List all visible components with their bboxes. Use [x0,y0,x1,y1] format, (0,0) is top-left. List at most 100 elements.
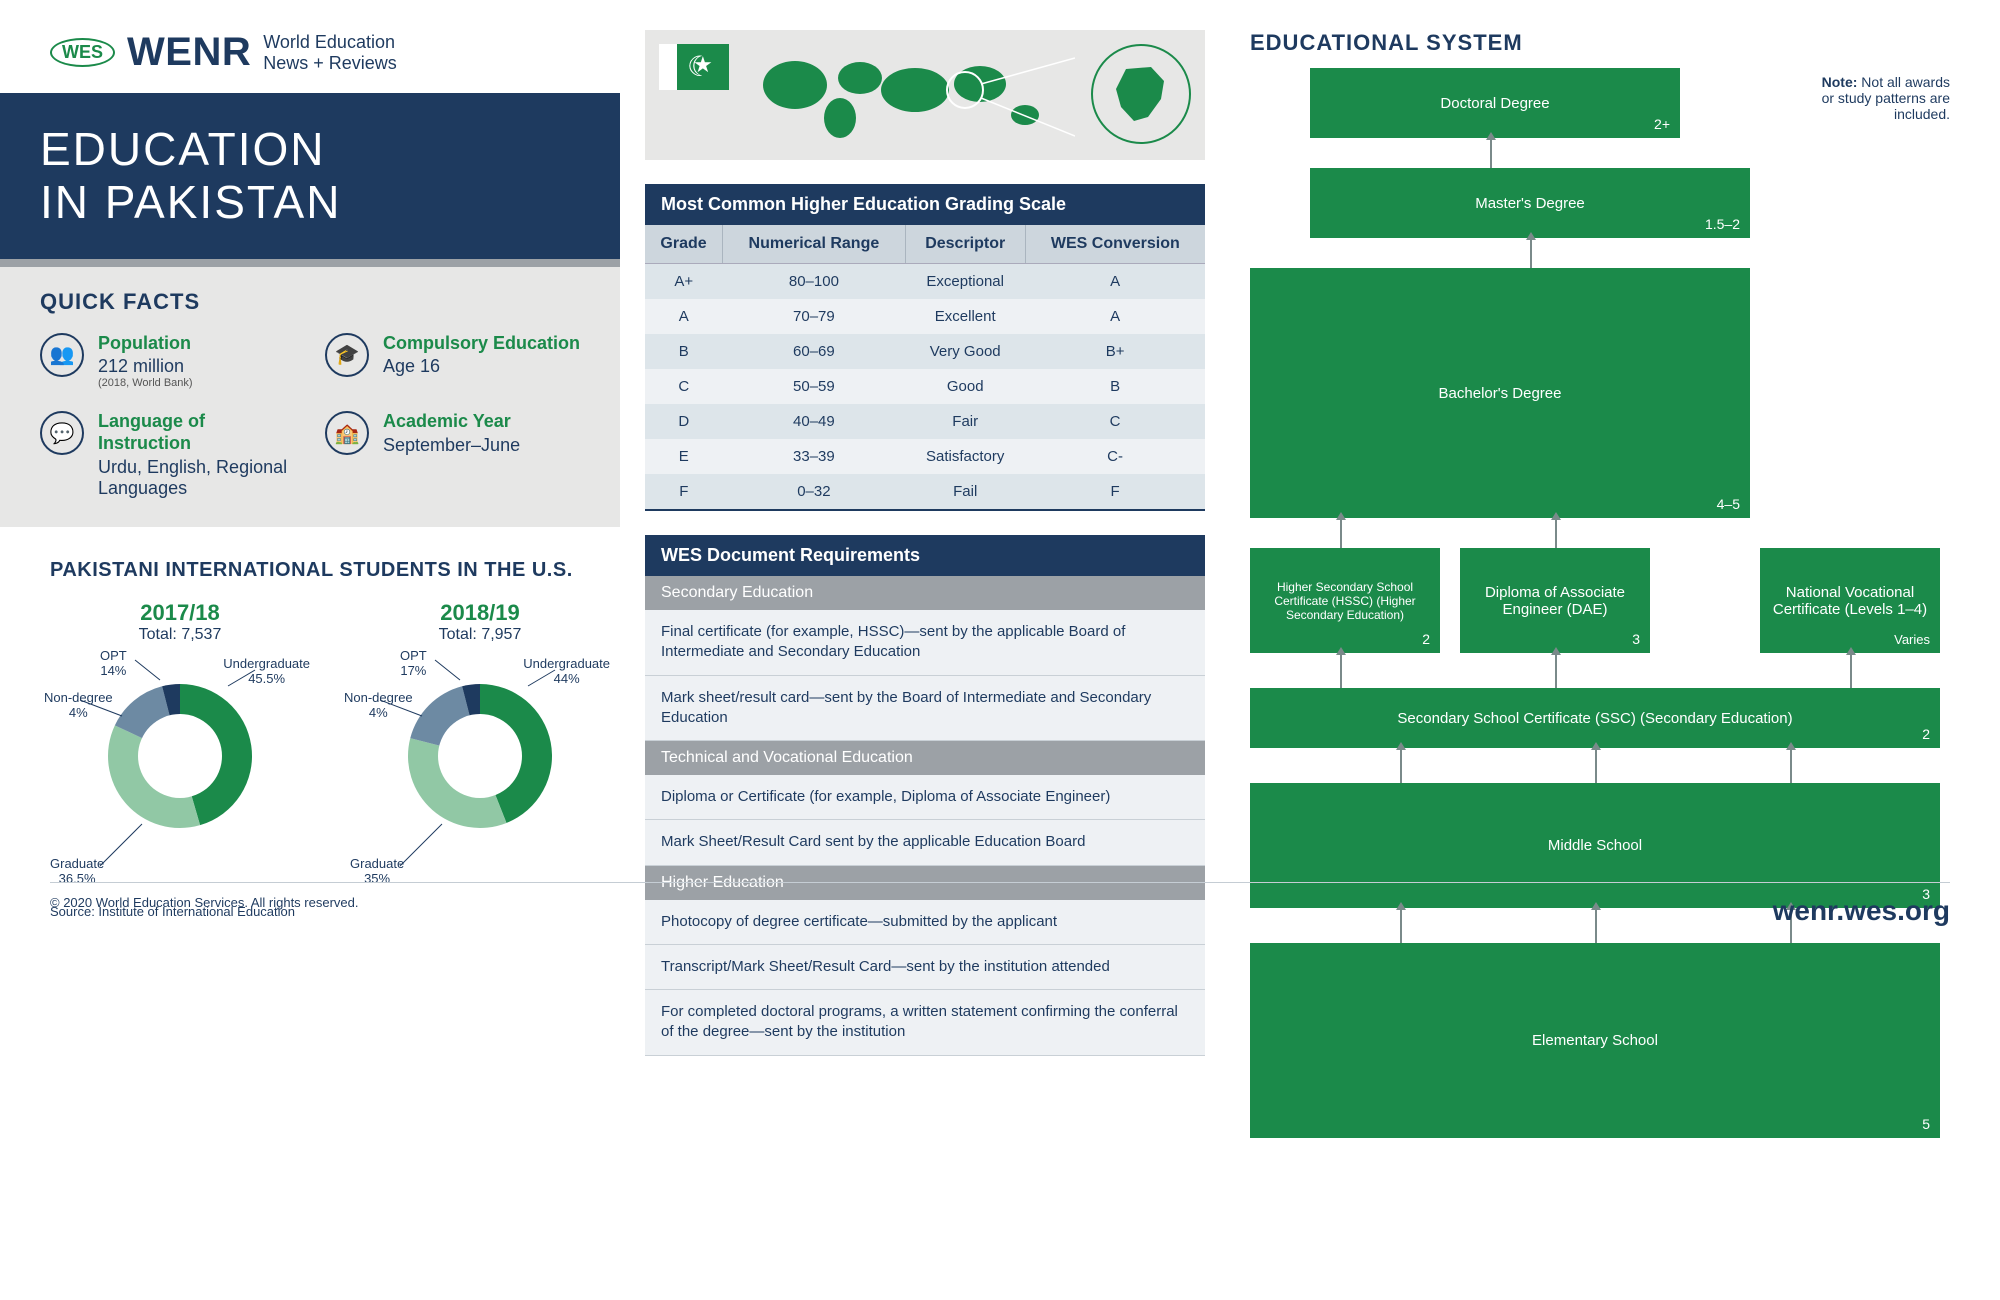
system-box-duration: 4–5 [1717,496,1740,512]
table-row: B60–69Very GoodB+ [645,334,1205,369]
quick-fact-icon: 🎓 [325,333,369,377]
table-row: D40–49FairC [645,404,1205,439]
donut-label-undergrad: Undergraduate45.5% [223,656,310,686]
system-box-bachelor: Bachelor's Degree 4–5 [1250,268,1750,518]
table-cell: Good [905,369,1025,404]
quick-fact-icon: 🏫 [325,411,369,455]
quick-fact-item: 👥 Population 212 million (2018, World Ba… [40,333,295,390]
system-box-label: Diploma of Associate Engineer (DAE) [1472,584,1638,618]
table-cell: A [1025,264,1205,300]
system-box-label: National Vocational Certificate (Levels … [1772,584,1928,618]
table-cell: 80–100 [723,264,906,300]
quick-fact-sub: (2018, World Bank) [98,377,193,389]
doc-item: Diploma or Certificate (for example, Dip… [645,775,1205,820]
table-cell: A [645,299,723,334]
donut-chart [390,666,570,846]
table-cell: B [1025,369,1205,404]
donut-label-nondegree: Non-degree4% [44,690,113,720]
quick-facts-title: QUICK FACTS [40,289,580,315]
system-box-elementary: Elementary School 5 [1250,943,1940,1138]
system-arrow [1400,748,1402,783]
system-arrow [1530,238,1532,268]
table-cell: B [645,334,723,369]
system-diagram: Doctoral Degree 2+Master's Degree 1.5–2B… [1250,68,1950,1158]
system-box-dae: Diploma of Associate Engineer (DAE) 3 [1460,548,1650,653]
system-arrow [1790,748,1792,783]
world-map-icon [745,40,1075,150]
system-arrow [1555,653,1557,688]
system-box-label: Elementary School [1532,1032,1658,1049]
donut-chart [90,666,270,846]
donut-total: Total: 7,957 [350,626,610,644]
table-cell: A+ [645,264,723,300]
donut-year: 2017/18 [50,600,310,626]
doc-item: For completed doctoral programs, a writt… [645,990,1205,1056]
table-cell: 0–32 [723,474,906,510]
system-arrow [1850,653,1852,688]
table-cell: 50–59 [723,369,906,404]
system-box-duration: 3 [1632,631,1640,647]
system-box-label: Middle School [1548,837,1642,854]
table-cell: B+ [1025,334,1205,369]
doc-item: Final certificate (for example, HSSC)—se… [645,610,1205,676]
table-cell: F [645,474,723,510]
table-cell: Very Good [905,334,1025,369]
table-cell: Satisfactory [905,439,1025,474]
pakistan-flag: ☾ ★ [659,44,729,90]
title-banner: EDUCATION IN PAKISTAN [0,93,620,259]
donut-block: 2017/18 Total: 7,537 Undergraduate45.5% … [50,600,310,886]
table-cell: Fair [905,404,1025,439]
system-arrow [1595,748,1597,783]
quick-fact-item: 🏫 Academic Year September–June [325,411,580,498]
pakistan-outline-icon [1091,44,1191,144]
system-box-duration: 2+ [1654,116,1670,132]
quick-fact-item: 🎓 Compulsory Education Age 16 [325,333,580,390]
quick-fact-label: Academic Year [383,411,520,433]
table-cell: C [1025,404,1205,439]
wenr-subtitle: World Education News + Reviews [263,32,397,73]
table-cell: 70–79 [723,299,906,334]
system-box-ssc: Secondary School Certificate (SSC) (Seco… [1250,688,1940,748]
doc-requirements-block: WES Document Requirements Secondary Educ… [645,535,1205,1056]
table-row: A+80–100ExceptionalA [645,264,1205,300]
table-row: F0–32FailF [645,474,1205,510]
system-box-duration: Varies [1894,632,1930,647]
table-header: Numerical Range [723,225,906,264]
system-arrow [1555,518,1557,548]
table-cell: F [1025,474,1205,510]
system-box-duration: 5 [1922,1116,1930,1132]
table-cell: A [1025,299,1205,334]
doc-section-heading: Secondary Education [645,576,1205,610]
doc-item: Transcript/Mark Sheet/Result Card—sent b… [645,945,1205,990]
quick-fact-value: 212 million [98,356,193,377]
system-box-hssc: Higher Secondary School Certificate (HSS… [1250,548,1440,653]
quick-fact-item: 💬 Language of Instruction Urdu, English,… [40,411,295,498]
table-row: E33–39SatisfactoryC- [645,439,1205,474]
copyright: © 2020 World Education Services. All rig… [50,895,358,927]
donut-label-opt: OPT17% [400,648,427,678]
doc-req-title: WES Document Requirements [645,535,1205,576]
star-icon: ★ [693,52,713,78]
system-arrow [1490,138,1492,168]
table-row: C50–59GoodB [645,369,1205,404]
table-cell: D [645,404,723,439]
table-cell: Excellent [905,299,1025,334]
table-header: Grade [645,225,723,264]
quick-fact-value: Age 16 [383,356,580,377]
table-cell: C- [1025,439,1205,474]
grading-table-block: Most Common Higher Education Grading Sca… [645,184,1205,511]
system-box-duration: 1.5–2 [1705,216,1740,232]
donut-label-opt: OPT14% [100,648,127,678]
system-box-nvc: National Vocational Certificate (Levels … [1760,548,1940,653]
donut-label-nondegree: Non-degree4% [344,690,413,720]
table-cell: 60–69 [723,334,906,369]
donut-total: Total: 7,537 [50,626,310,644]
donut-label-undergrad: Undergraduate44% [523,656,610,686]
table-cell: 40–49 [723,404,906,439]
doc-item: Mark sheet/result card—sent by the Board… [645,676,1205,742]
system-arrow [1340,518,1342,548]
footer: © 2020 World Education Services. All rig… [50,882,1950,927]
donut-year: 2018/19 [350,600,610,626]
table-cell: C [645,369,723,404]
title-line-1: EDUCATION [40,123,326,175]
